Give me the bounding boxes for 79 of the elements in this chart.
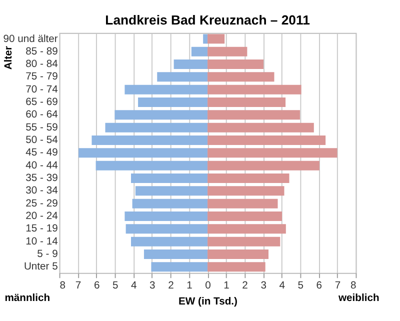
y-tick-label: 5 - 9: [37, 249, 58, 260]
x-tick-label: 4: [131, 280, 137, 292]
bar: [208, 211, 282, 221]
bar: [208, 186, 284, 196]
x-tick-label: 7: [75, 280, 82, 292]
y-tick-label: 25 - 29: [26, 198, 58, 210]
x-tick-label: 1: [224, 280, 230, 292]
bar: [208, 198, 278, 208]
bar: [208, 224, 286, 234]
y-tick-label: 90 und älter: [3, 34, 58, 45]
y-tick-label: 30 - 34: [26, 186, 58, 197]
bar: [132, 198, 208, 208]
x-tick-label: 5: [112, 280, 118, 292]
bar: [203, 34, 208, 44]
y-tick-label: 15 - 19: [26, 224, 58, 235]
bar: [96, 160, 208, 170]
y-tick-label: 70 - 74: [26, 84, 58, 96]
x-tick-label: 0: [205, 280, 212, 292]
bar: [208, 84, 302, 94]
x-tick-label: 1: [186, 280, 193, 292]
bar: [208, 160, 320, 170]
bar: [138, 98, 208, 107]
text: männlich: [4, 293, 50, 304]
bar: [174, 60, 208, 70]
bar: [208, 122, 314, 132]
x-tick-label: 2: [168, 280, 174, 292]
x-tick-label: 6: [94, 280, 100, 292]
text: weiblich: [337, 293, 380, 304]
bar: [208, 72, 274, 82]
y-tick-label: 50 - 54: [26, 135, 58, 146]
bar: [92, 136, 208, 145]
bar: [124, 211, 208, 221]
y-axis-title: Alter: [3, 46, 14, 70]
bar: [208, 136, 326, 145]
bar: [114, 110, 208, 120]
bar: [131, 173, 208, 183]
bar: [151, 262, 208, 272]
bar: [208, 46, 248, 56]
y-tick-label: 85 - 89: [26, 46, 58, 58]
x-axis-title: EW (in Tsd.): [178, 296, 238, 308]
bar: [157, 72, 208, 82]
y-tick-label: 45 - 49: [26, 148, 58, 159]
y-tick-label: 40 - 44: [26, 160, 58, 172]
bar: [208, 60, 264, 70]
x-tick-label: 8: [60, 280, 66, 292]
y-tick-label: 65 - 69: [26, 97, 58, 108]
bar: [208, 249, 268, 259]
x-tick-label: 5: [298, 280, 304, 292]
x-tick-label: 4: [279, 280, 286, 292]
bar: [208, 173, 290, 183]
bar: [78, 148, 208, 158]
y-tick-label: 60 - 64: [26, 110, 58, 121]
y-tick-label: 10 - 14: [26, 236, 58, 248]
x-tick-label: 7: [334, 280, 341, 292]
x-tick-label: 3: [150, 280, 156, 292]
bar: [135, 186, 208, 196]
bar: [208, 148, 338, 158]
bar: [208, 236, 280, 246]
chart-title: Landkreis Bad Kreuznach – 2011: [105, 12, 310, 28]
bar: [208, 34, 225, 44]
y-tick-label: 80 - 84: [26, 59, 58, 70]
bar: [131, 236, 208, 246]
y-tick-label: Unter 5: [24, 262, 58, 273]
bar: [208, 110, 300, 120]
y-tick-label: 35 - 39: [26, 173, 58, 184]
bar: [191, 46, 208, 56]
x-tick-label: 6: [316, 280, 322, 292]
x-tick-label: 2: [242, 280, 248, 292]
bar: [208, 98, 286, 107]
y-tick-label: 55 - 59: [26, 122, 58, 134]
bar: [124, 84, 208, 94]
bar: [126, 224, 208, 234]
bar: [105, 122, 208, 132]
bar: [144, 249, 208, 259]
x-tick-label: 8: [350, 280, 356, 292]
x-tick-label: 3: [260, 280, 267, 292]
y-tick-label: 75 - 79: [26, 72, 58, 83]
bar: [208, 262, 266, 272]
y-tick-label: 20 - 24: [26, 211, 58, 222]
